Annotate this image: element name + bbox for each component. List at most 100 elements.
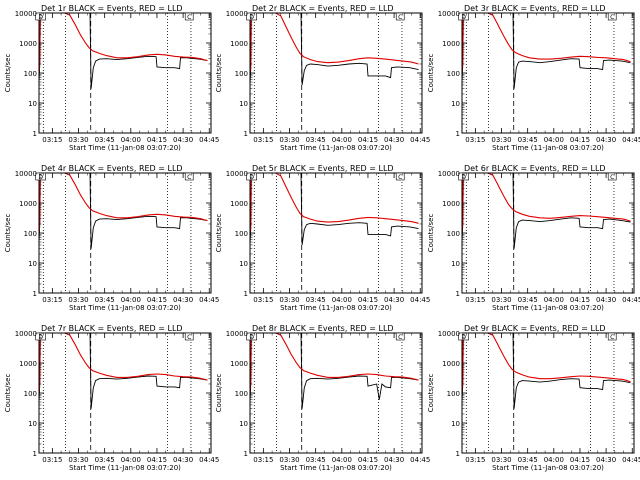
y-tick-label: 10000 [438, 170, 460, 178]
x-tick-label: 04:30 [384, 456, 404, 464]
x-tick-label: 03:45 [306, 136, 326, 144]
y-tick-label: 1 [33, 290, 37, 298]
y-tick-label: 10 [28, 420, 37, 428]
y-tick-label: 1 [33, 450, 37, 458]
y-tick-label: 10 [239, 100, 248, 108]
y-tick-label: 10 [239, 260, 248, 268]
corner-marker-right-box [607, 172, 617, 181]
y-tick-label: 100 [24, 70, 37, 78]
corner-marker-right: C [187, 174, 191, 181]
y-tick-label: 100 [447, 230, 460, 238]
x-tick-label: 03:30 [279, 296, 299, 304]
x-tick-label: 03:45 [95, 296, 115, 304]
x-tick-label: 03:45 [518, 456, 538, 464]
x-tick-label: 04:15 [570, 456, 590, 464]
x-tick-label: 04:45 [199, 136, 219, 144]
x-tick-label: 03:45 [518, 296, 538, 304]
y-tick-label: 10000 [226, 170, 248, 178]
corner-marker-right-box [607, 12, 617, 21]
x-tick-label: 04:45 [199, 456, 219, 464]
x-tick-label: 03:45 [518, 136, 538, 144]
x-tick-label: 04:00 [332, 296, 352, 304]
panel-title: Det 1r BLACK = Events, RED = LLD [41, 4, 183, 13]
corner-marker-right: C [610, 14, 614, 21]
y-tick-label: 1000 [442, 200, 460, 208]
panel-title: Det 4r BLACK = Events, RED = LLD [41, 164, 183, 173]
x-tick-label: 04:00 [544, 456, 564, 464]
x-axis-label: Start Time (11-Jan-08 03:07:20) [492, 464, 604, 472]
x-tick-label: 04:15 [147, 136, 167, 144]
x-tick-label: 03:30 [68, 136, 88, 144]
plot-frame [38, 332, 212, 454]
y-tick-label: 1 [244, 450, 248, 458]
x-tick-label: 04:00 [544, 136, 564, 144]
x-tick-label: 04:00 [121, 136, 141, 144]
y-tick-label: 10000 [15, 10, 37, 18]
x-tick-label: 04:45 [622, 296, 640, 304]
corner-marker-right: C [610, 334, 614, 341]
series-events [250, 333, 419, 409]
plot-frame [461, 12, 635, 134]
plot-frame [249, 332, 423, 454]
series-events [39, 13, 208, 89]
y-axis-label: Counts/sec [4, 54, 12, 93]
y-tick-label: 1 [33, 130, 37, 138]
x-tick-label: 04:00 [332, 456, 352, 464]
x-tick-label: 03:15 [465, 136, 485, 144]
y-axis-label: Counts/sec [4, 374, 12, 413]
series-lld [39, 173, 208, 234]
x-tick-label: 04:30 [384, 136, 404, 144]
corner-marker-right: C [398, 334, 402, 341]
plot-frame [461, 172, 635, 294]
x-tick-label: 04:45 [199, 296, 219, 304]
y-tick-label: 100 [24, 230, 37, 238]
y-tick-label: 10 [451, 100, 460, 108]
y-axis-label: Counts/sec [215, 214, 223, 253]
x-axis-label: Start Time (11-Jan-08 03:07:20) [280, 144, 392, 152]
x-tick-label: 04:15 [358, 296, 378, 304]
y-axis-label: Counts/sec [4, 214, 12, 253]
x-tick-label: 03:15 [42, 296, 62, 304]
y-tick-label: 100 [235, 70, 248, 78]
y-tick-label: 10000 [438, 330, 460, 338]
panel-title: Det 9r BLACK = Events, RED = LLD [464, 324, 606, 333]
x-tick-label: 03:30 [279, 136, 299, 144]
x-tick-label: 04:00 [121, 456, 141, 464]
y-tick-label: 1 [456, 290, 460, 298]
panel-title: Det 6r BLACK = Events, RED = LLD [464, 164, 606, 173]
series-lld [462, 333, 631, 394]
y-tick-label: 100 [235, 390, 248, 398]
x-tick-label: 04:30 [596, 296, 616, 304]
y-axis-label: Counts/sec [215, 374, 223, 413]
x-axis-label: Start Time (11-Jan-08 03:07:20) [492, 144, 604, 152]
y-tick-label: 10000 [15, 170, 37, 178]
y-tick-label: 1 [244, 130, 248, 138]
corner-marker-right-box [184, 12, 194, 21]
x-tick-label: 04:30 [173, 456, 193, 464]
y-tick-label: 100 [447, 70, 460, 78]
y-tick-label: 1000 [230, 40, 248, 48]
plot-frame [249, 172, 423, 294]
series-events [250, 173, 419, 245]
x-tick-label: 03:15 [42, 456, 62, 464]
y-tick-label: 10 [28, 260, 37, 268]
y-tick-label: 1000 [19, 360, 37, 368]
x-axis-label: Start Time (11-Jan-08 03:07:20) [280, 464, 392, 472]
corner-marker-right-box [395, 12, 405, 21]
x-tick-label: 04:45 [622, 136, 640, 144]
x-tick-label: 04:30 [596, 136, 616, 144]
x-tick-label: 04:30 [173, 136, 193, 144]
x-tick-label: 03:45 [95, 136, 115, 144]
y-tick-label: 1 [456, 130, 460, 138]
x-tick-label: 03:30 [491, 136, 511, 144]
corner-marker-right-box [395, 172, 405, 181]
y-tick-label: 10000 [226, 330, 248, 338]
y-axis-label: Counts/sec [427, 374, 435, 413]
plot-frame [461, 332, 635, 454]
corner-marker-right: C [187, 334, 191, 341]
